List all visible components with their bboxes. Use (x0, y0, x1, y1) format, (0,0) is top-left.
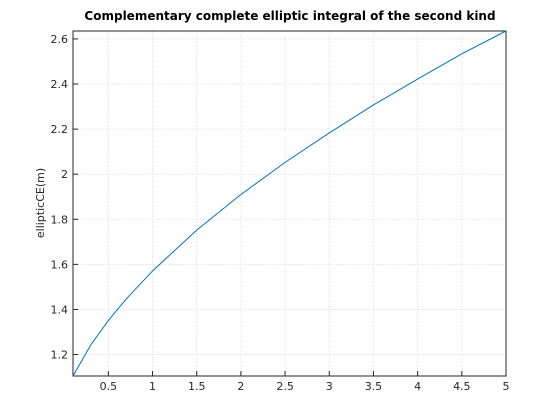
axes-box (72, 30, 507, 377)
x-tick-label: 3.5 (365, 380, 383, 393)
x-tick-label: 3 (326, 380, 333, 393)
y-tick-label: 2.2 (51, 123, 69, 136)
y-tick-label: 2 (61, 168, 68, 181)
chart-title: Complementary complete elliptic integral… (84, 9, 495, 23)
y-tick-label: 1.8 (51, 213, 69, 226)
y-tick-label: 2.4 (51, 78, 69, 91)
y-tick-label: 2.6 (51, 33, 69, 46)
x-tick-label: 0.5 (100, 380, 118, 393)
y-tick-label: 1.4 (51, 303, 69, 316)
x-tick-label: 2 (237, 380, 244, 393)
x-tick-label: 1 (149, 380, 156, 393)
y-tick-label: 1.6 (51, 258, 69, 271)
y-tick-label: 1.2 (51, 349, 69, 362)
data-line (72, 30, 507, 377)
y-axis-label: ellipticCE(m) (34, 168, 47, 238)
x-tick-label: 5 (503, 380, 510, 393)
x-tick-label: 4.5 (453, 380, 471, 393)
x-tick-label: 2.5 (276, 380, 294, 393)
x-tick-label: 4 (414, 380, 421, 393)
x-tick-label: 1.5 (188, 380, 206, 393)
